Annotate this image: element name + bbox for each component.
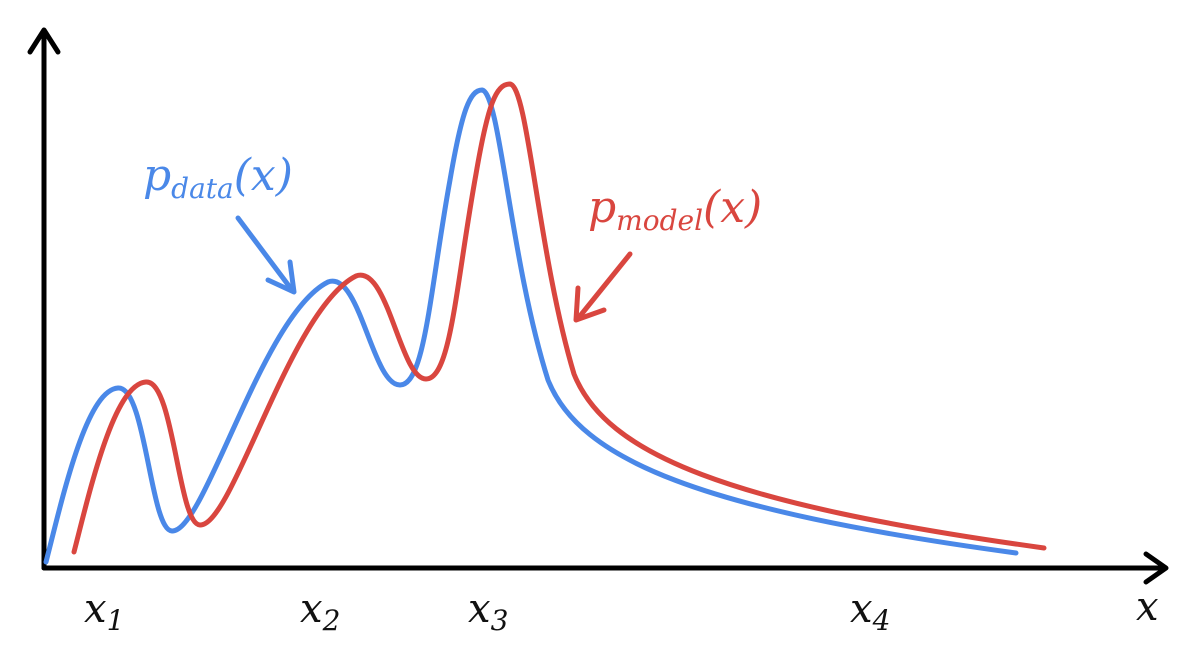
p-data-label: pdata(x): [143, 150, 293, 205]
tick-label-x1: x1: [84, 586, 124, 637]
x-axis-arrowhead: [1143, 551, 1169, 585]
x-axis-label: x: [1136, 584, 1159, 630]
tick-label-x3: x3: [468, 586, 508, 637]
p-model-curve: [71, 81, 1047, 555]
tick-label-x4: x4: [850, 586, 890, 637]
p-model-label: pmodel(x): [588, 182, 762, 237]
tick-label-x2: x2: [300, 586, 340, 637]
y-axis-arrowhead: [27, 27, 61, 55]
axes: [27, 27, 1169, 585]
p-data-curve: [43, 87, 1019, 565]
p-model-pointer-arrow: [573, 251, 633, 323]
p-data-pointer-arrow: [235, 215, 297, 295]
